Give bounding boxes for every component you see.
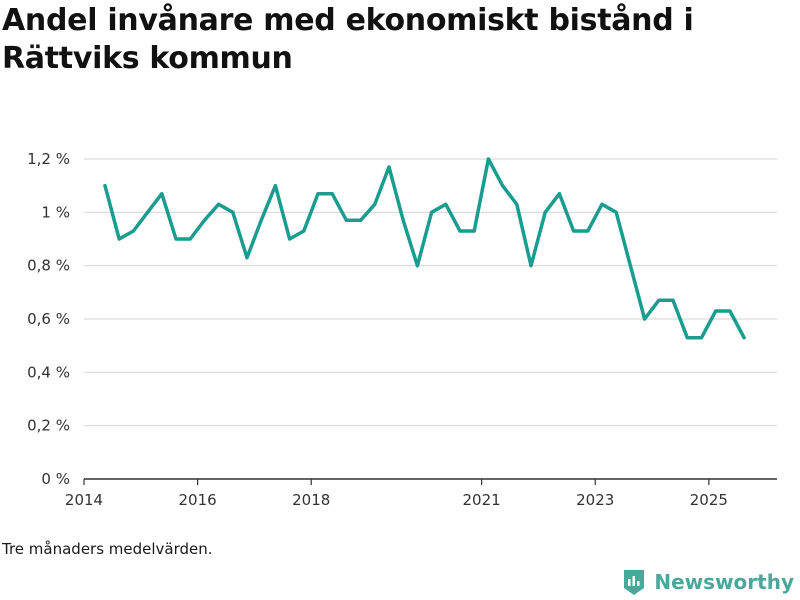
data-point: [103, 184, 107, 188]
brand-logo[interactable]: Newsworthy: [622, 568, 794, 596]
data-point: [288, 237, 292, 241]
data-point: [572, 229, 576, 233]
data-point: [671, 298, 675, 302]
data-point: [430, 210, 434, 214]
data-point: [628, 264, 633, 268]
data-point: [657, 298, 661, 302]
series-line-0: [103, 157, 746, 340]
data-point: [202, 218, 207, 222]
x-tick-label: 2021: [463, 491, 501, 509]
data-point: [117, 237, 121, 241]
data-point: [529, 264, 533, 268]
y-tick-label: 0,6 %: [27, 310, 70, 328]
data-point: [643, 317, 647, 321]
data-point: [146, 210, 150, 214]
data-point: [685, 336, 689, 340]
data-point: [302, 229, 306, 233]
data-point: [316, 192, 320, 196]
y-tick-label: 0,2 %: [27, 417, 70, 435]
data-point: [472, 229, 476, 233]
x-tick-label: 2014: [65, 491, 103, 509]
gridlines: [84, 158, 777, 427]
y-tick-label: 0,8 %: [27, 257, 70, 275]
data-point: [444, 202, 448, 206]
data-point: [543, 210, 547, 214]
data-point: [586, 229, 590, 233]
data-point: [259, 218, 263, 222]
data-point: [415, 264, 420, 268]
data-point: [174, 237, 178, 241]
data-point: [273, 184, 278, 188]
data-point: [160, 192, 164, 196]
data-point: [557, 192, 562, 196]
data-point: [359, 218, 363, 222]
data-point: [515, 202, 519, 206]
data-point: [458, 229, 462, 233]
data-point: [373, 202, 377, 206]
x-tick-label: 2025: [690, 491, 728, 509]
data-point: [387, 165, 391, 169]
x-tick-label: 2018: [292, 491, 330, 509]
line-chart: 0 % 0,2 % 0,4 % 0,6 % 0,8 % 1 % 1,2 % 2014 2016…: [27, 150, 777, 509]
data-point: [131, 229, 136, 233]
data-point: [699, 336, 704, 340]
data-point: [231, 210, 235, 214]
newsworthy-logo-icon: [624, 570, 645, 595]
data-point: [217, 202, 221, 206]
data-point: [600, 202, 604, 206]
chart-note: Tre månaders medelvärden.: [2, 540, 213, 558]
y-tick-label: 1,2 %: [27, 150, 70, 168]
y-tick-label: 0,4 %: [27, 363, 70, 381]
data-point: [401, 218, 405, 222]
y-tick-label: 0 %: [41, 470, 70, 488]
y-tick-label: 1 %: [41, 203, 70, 221]
data-point: [728, 309, 732, 313]
brand-name: Newsworthy: [654, 570, 794, 594]
data-point: [245, 256, 249, 260]
chart-title: Andel invånare med ekonomiskt bistånd i …: [2, 3, 694, 76]
x-tick-label: 2023: [576, 491, 614, 509]
x-tick-label: 2016: [179, 491, 217, 509]
data-point: [614, 210, 618, 214]
data-point: [188, 237, 192, 241]
data-point: [742, 336, 746, 340]
x-axis: 2014 2016 2018 2021 2023 2025: [65, 478, 777, 509]
series-layer: [103, 157, 746, 340]
data-point: [501, 184, 505, 188]
data-point: [486, 157, 491, 161]
data-point: [330, 192, 334, 196]
data-point: [714, 309, 718, 313]
data-point: [344, 218, 349, 222]
y-axis-ticks: 0 % 0,2 % 0,4 % 0,6 % 0,8 % 1 % 1,2 %: [27, 150, 70, 488]
